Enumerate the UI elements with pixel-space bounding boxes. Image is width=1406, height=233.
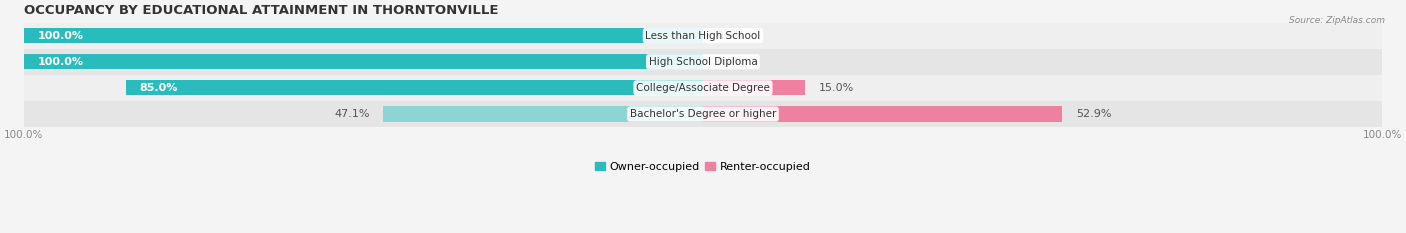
- Bar: [125, 80, 703, 96]
- Bar: [24, 49, 1382, 75]
- Text: Source: ZipAtlas.com: Source: ZipAtlas.com: [1289, 16, 1385, 25]
- Text: 47.1%: 47.1%: [335, 109, 370, 119]
- Text: OCCUPANCY BY EDUCATIONAL ATTAINMENT IN THORNTONVILLE: OCCUPANCY BY EDUCATIONAL ATTAINMENT IN T…: [24, 4, 498, 17]
- Bar: [703, 106, 1063, 122]
- Text: 100.0%: 100.0%: [38, 31, 83, 41]
- Text: High School Diploma: High School Diploma: [648, 57, 758, 67]
- Text: 0.0%: 0.0%: [717, 31, 745, 41]
- Bar: [24, 28, 703, 43]
- Bar: [24, 23, 1382, 49]
- Bar: [382, 106, 703, 122]
- Text: College/Associate Degree: College/Associate Degree: [636, 83, 770, 93]
- Bar: [703, 80, 804, 96]
- Text: 52.9%: 52.9%: [1076, 109, 1111, 119]
- Text: Bachelor's Degree or higher: Bachelor's Degree or higher: [630, 109, 776, 119]
- Text: Less than High School: Less than High School: [645, 31, 761, 41]
- Text: 100.0%: 100.0%: [38, 57, 83, 67]
- Bar: [24, 101, 1382, 127]
- Text: 0.0%: 0.0%: [717, 57, 745, 67]
- Legend: Owner-occupied, Renter-occupied: Owner-occupied, Renter-occupied: [591, 157, 815, 176]
- Text: 15.0%: 15.0%: [818, 83, 853, 93]
- Text: 85.0%: 85.0%: [139, 83, 177, 93]
- Bar: [24, 75, 1382, 101]
- Bar: [24, 54, 703, 69]
